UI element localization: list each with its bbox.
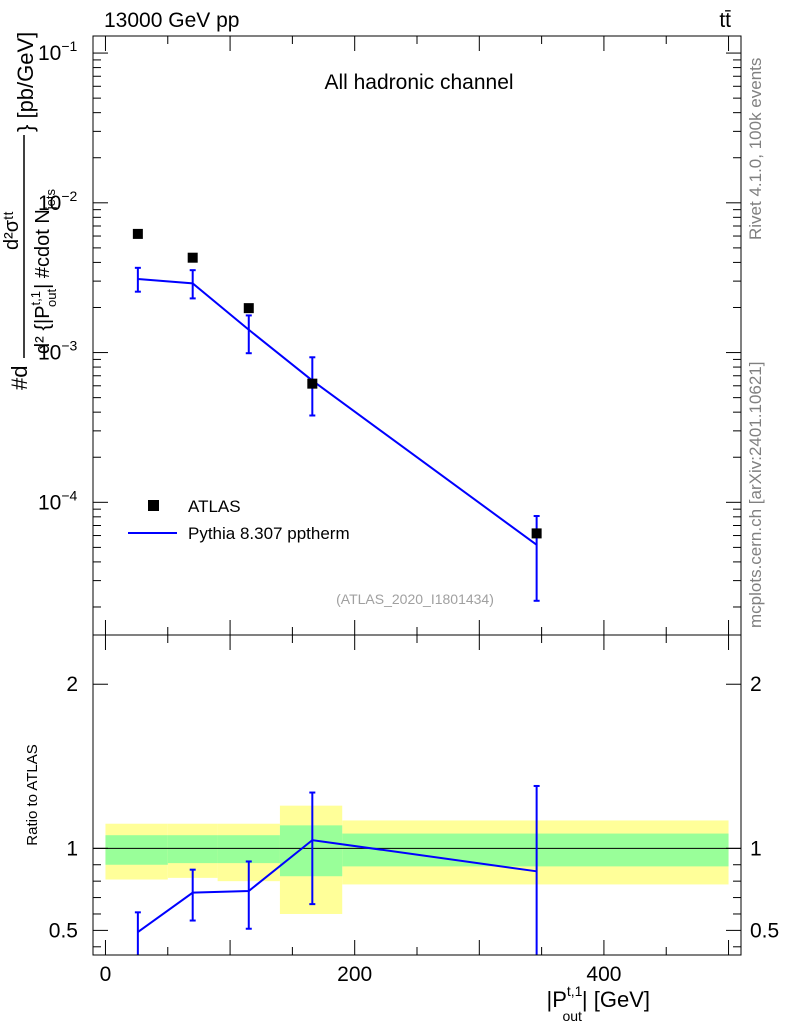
ratio-series-line bbox=[137, 839, 537, 933]
x-tick-labels: 0 200 400 bbox=[100, 963, 622, 986]
y-tick-label: 10−1 bbox=[38, 38, 78, 65]
process-label: tt̄ bbox=[719, 9, 731, 32]
ratio-y-axis-label: Ratio to ATLAS bbox=[24, 744, 41, 845]
legend-atlas-label: ATLAS bbox=[188, 497, 241, 516]
y-label-denominator: d² {|Pt,1out| #cdot Njets bbox=[28, 188, 59, 354]
mc-series-line bbox=[137, 277, 538, 546]
main-y-axis-label: #d d²σᵗᵗ d² {|Pt,1out| #cdot Njets } [pb… bbox=[1, 32, 59, 390]
ratio-uncertainty-bands bbox=[105, 805, 729, 914]
ratio-band-green bbox=[342, 833, 729, 867]
ratio-y-tick-label-left: 1 bbox=[66, 837, 78, 860]
y-label-numerator: d²σᵗᵗ bbox=[1, 211, 23, 250]
ratio-band-green bbox=[279, 825, 343, 877]
main-panel-error-bars bbox=[134, 266, 540, 602]
x-tick-label: 200 bbox=[337, 963, 372, 986]
ratio-y-tick-label-right: 0.5 bbox=[750, 919, 779, 942]
ratio-panel-frame bbox=[92, 634, 742, 956]
main-panel-data-markers bbox=[132, 228, 542, 539]
main-title: All hadronic channel bbox=[324, 71, 513, 94]
atlas-data-point bbox=[132, 228, 143, 239]
legend-pythia-label: Pythia 8.307 pptherm bbox=[188, 524, 350, 543]
main-panel-frame bbox=[92, 35, 742, 636]
y-tick-label: 10−2 bbox=[38, 188, 78, 215]
atlas-data-point bbox=[187, 252, 198, 263]
rivet-label: Rivet 4.1.0, 100k events bbox=[746, 58, 765, 240]
y-tick-label: 10−3 bbox=[38, 338, 78, 365]
ratio-panel-ticks: 0.5 0.5 1 1 2 2 bbox=[49, 635, 779, 955]
ratio-y-tick-label-right: 2 bbox=[750, 673, 762, 696]
legend-atlas-marker bbox=[148, 500, 159, 511]
atlas-data-point bbox=[531, 528, 542, 539]
analysis-tag: (ATLAS_2020_I1801434) bbox=[336, 591, 494, 607]
ratio-mc-line bbox=[137, 839, 537, 933]
main-panel-ticks: 10−1 10−2 10−3 10−4 bbox=[38, 36, 741, 635]
ratio-band-green bbox=[105, 835, 168, 865]
ratio-band-green bbox=[167, 835, 218, 864]
energy-label: 13000 GeV pp bbox=[104, 9, 239, 32]
ratio-y-tick-label-left: 0.5 bbox=[49, 919, 78, 942]
atlas-data-point bbox=[243, 303, 254, 314]
legend: ATLAS Pythia 8.307 pptherm bbox=[128, 497, 350, 543]
ratio-y-tick-label-right: 1 bbox=[750, 837, 762, 860]
main-panel-mc-line bbox=[137, 277, 538, 546]
x-axis-label: |Pt,1 out| [GeV] bbox=[546, 983, 650, 1024]
y-label-units: } [pb/GeV] bbox=[13, 32, 38, 132]
mcplots-label: mcplots.cern.ch [arXiv:2401.10621] bbox=[746, 362, 765, 628]
ratio-band-green bbox=[217, 835, 280, 864]
ratio-y-tick-label-left: 2 bbox=[66, 673, 78, 696]
y-tick-label: 10−4 bbox=[38, 487, 78, 514]
x-tick-label: 0 bbox=[100, 963, 112, 986]
x-tick-label: 400 bbox=[586, 963, 621, 986]
y-label-prefix: #d bbox=[7, 366, 32, 390]
atlas-data-point bbox=[307, 378, 318, 389]
